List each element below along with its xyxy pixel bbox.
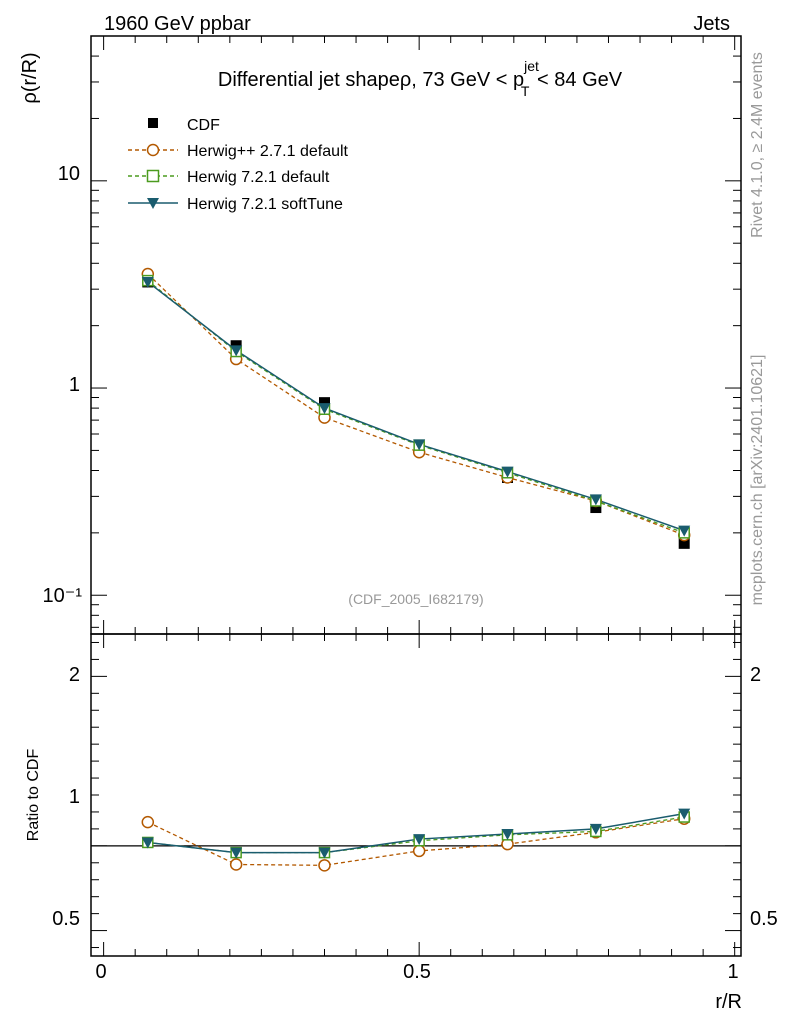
x-tick-label-1: 1 <box>727 961 738 983</box>
x-axis-label: r/R <box>715 991 742 1013</box>
ratio-data-point <box>589 823 602 835</box>
ratio-plot-frame <box>90 633 742 957</box>
main-series-line <box>147 273 685 536</box>
main-y-axis-label: ρ(r/R) <box>19 52 41 103</box>
main-data-point <box>413 439 426 451</box>
plot-title-suffix: < 84 GeV <box>531 69 622 91</box>
ratio-y-tick-label-right-0.5: 0.5 <box>750 908 778 930</box>
main-data-point <box>501 466 514 478</box>
ratio-data-point <box>678 808 691 820</box>
legend-label-cdf: CDF <box>187 117 220 134</box>
y-tick-label-1: 1 <box>69 374 80 396</box>
ratio-data-point <box>318 847 331 859</box>
legend-marker-cdf <box>148 118 158 128</box>
main-series-line <box>147 281 685 532</box>
ratio-data-point <box>318 859 331 872</box>
legend-marker-softtune <box>147 198 159 209</box>
main-axis-ticks <box>91 35 741 634</box>
x-tick-label-0: 0 <box>95 961 106 983</box>
y-tick-label-0.1: 10⁻¹ <box>43 585 83 607</box>
plot-title-prefix: Differential jet shapeρ, 73 GeV < p <box>218 69 524 91</box>
ratio-y-tick-label-right-2: 2 <box>750 664 761 686</box>
header-right: Jets <box>693 13 730 35</box>
ratio-y-axis-label: Ratio to CDF <box>25 749 42 842</box>
ratio-data-point <box>413 834 426 846</box>
ratio-data-point <box>412 844 426 858</box>
main-data-point <box>589 494 602 506</box>
ratio-y-tick-label-2: 2 <box>69 664 80 686</box>
legend-marker-herwigpp <box>146 143 160 157</box>
main-data-point <box>678 537 690 549</box>
legend-label-herwigpp: Herwig++ 2.7.1 default <box>187 143 349 160</box>
main-data-point <box>230 345 243 357</box>
ratio-data-point <box>141 837 154 849</box>
main-data-point <box>318 397 330 409</box>
legend-marker-herwig72 <box>146 169 160 183</box>
main-data-point <box>318 403 331 415</box>
main-series-line <box>147 280 685 534</box>
y-tick-label-10: 10 <box>58 163 80 185</box>
legend-label-herwig72: Herwig 7.2.1 default <box>187 169 330 186</box>
plot-title-sup: jet <box>523 58 539 74</box>
ratio-data-point <box>141 815 155 829</box>
mcplots-label: mcplots.cern.ch [arXiv:2401.10621] <box>749 355 766 606</box>
main-plot-data <box>141 267 691 549</box>
main-data-point <box>678 525 691 537</box>
ratio-data-point <box>230 847 243 859</box>
rivet-label: Rivet 4.1.0, ≥ 2.4M events <box>749 52 766 238</box>
legend: CDF Herwig++ 2.7.1 default Herwig 7.2.1 … <box>128 117 349 213</box>
plot-title: Differential jet shapeρ, 73 GeV < pjet T … <box>218 58 623 99</box>
ratio-axis-ticks <box>91 634 741 956</box>
header-left: 1960 GeV ppbar <box>104 13 251 35</box>
ratio-data-point <box>501 828 514 840</box>
main-data-point <box>141 276 154 288</box>
ratio-y-tick-label-1: 1 <box>69 786 80 808</box>
ratio-plot-data <box>141 808 691 872</box>
ratio-data-point <box>229 858 243 871</box>
x-tick-label-0.5: 0.5 <box>403 961 431 983</box>
legend-label-softtune: Herwig 7.2.1 softTune <box>187 196 343 213</box>
analysis-id: (CDF_2005_I682179) <box>348 591 483 607</box>
main-data-point <box>590 502 602 514</box>
ratio-y-tick-label-0.5: 0.5 <box>52 908 80 930</box>
plot-title-sub: T <box>521 83 530 99</box>
